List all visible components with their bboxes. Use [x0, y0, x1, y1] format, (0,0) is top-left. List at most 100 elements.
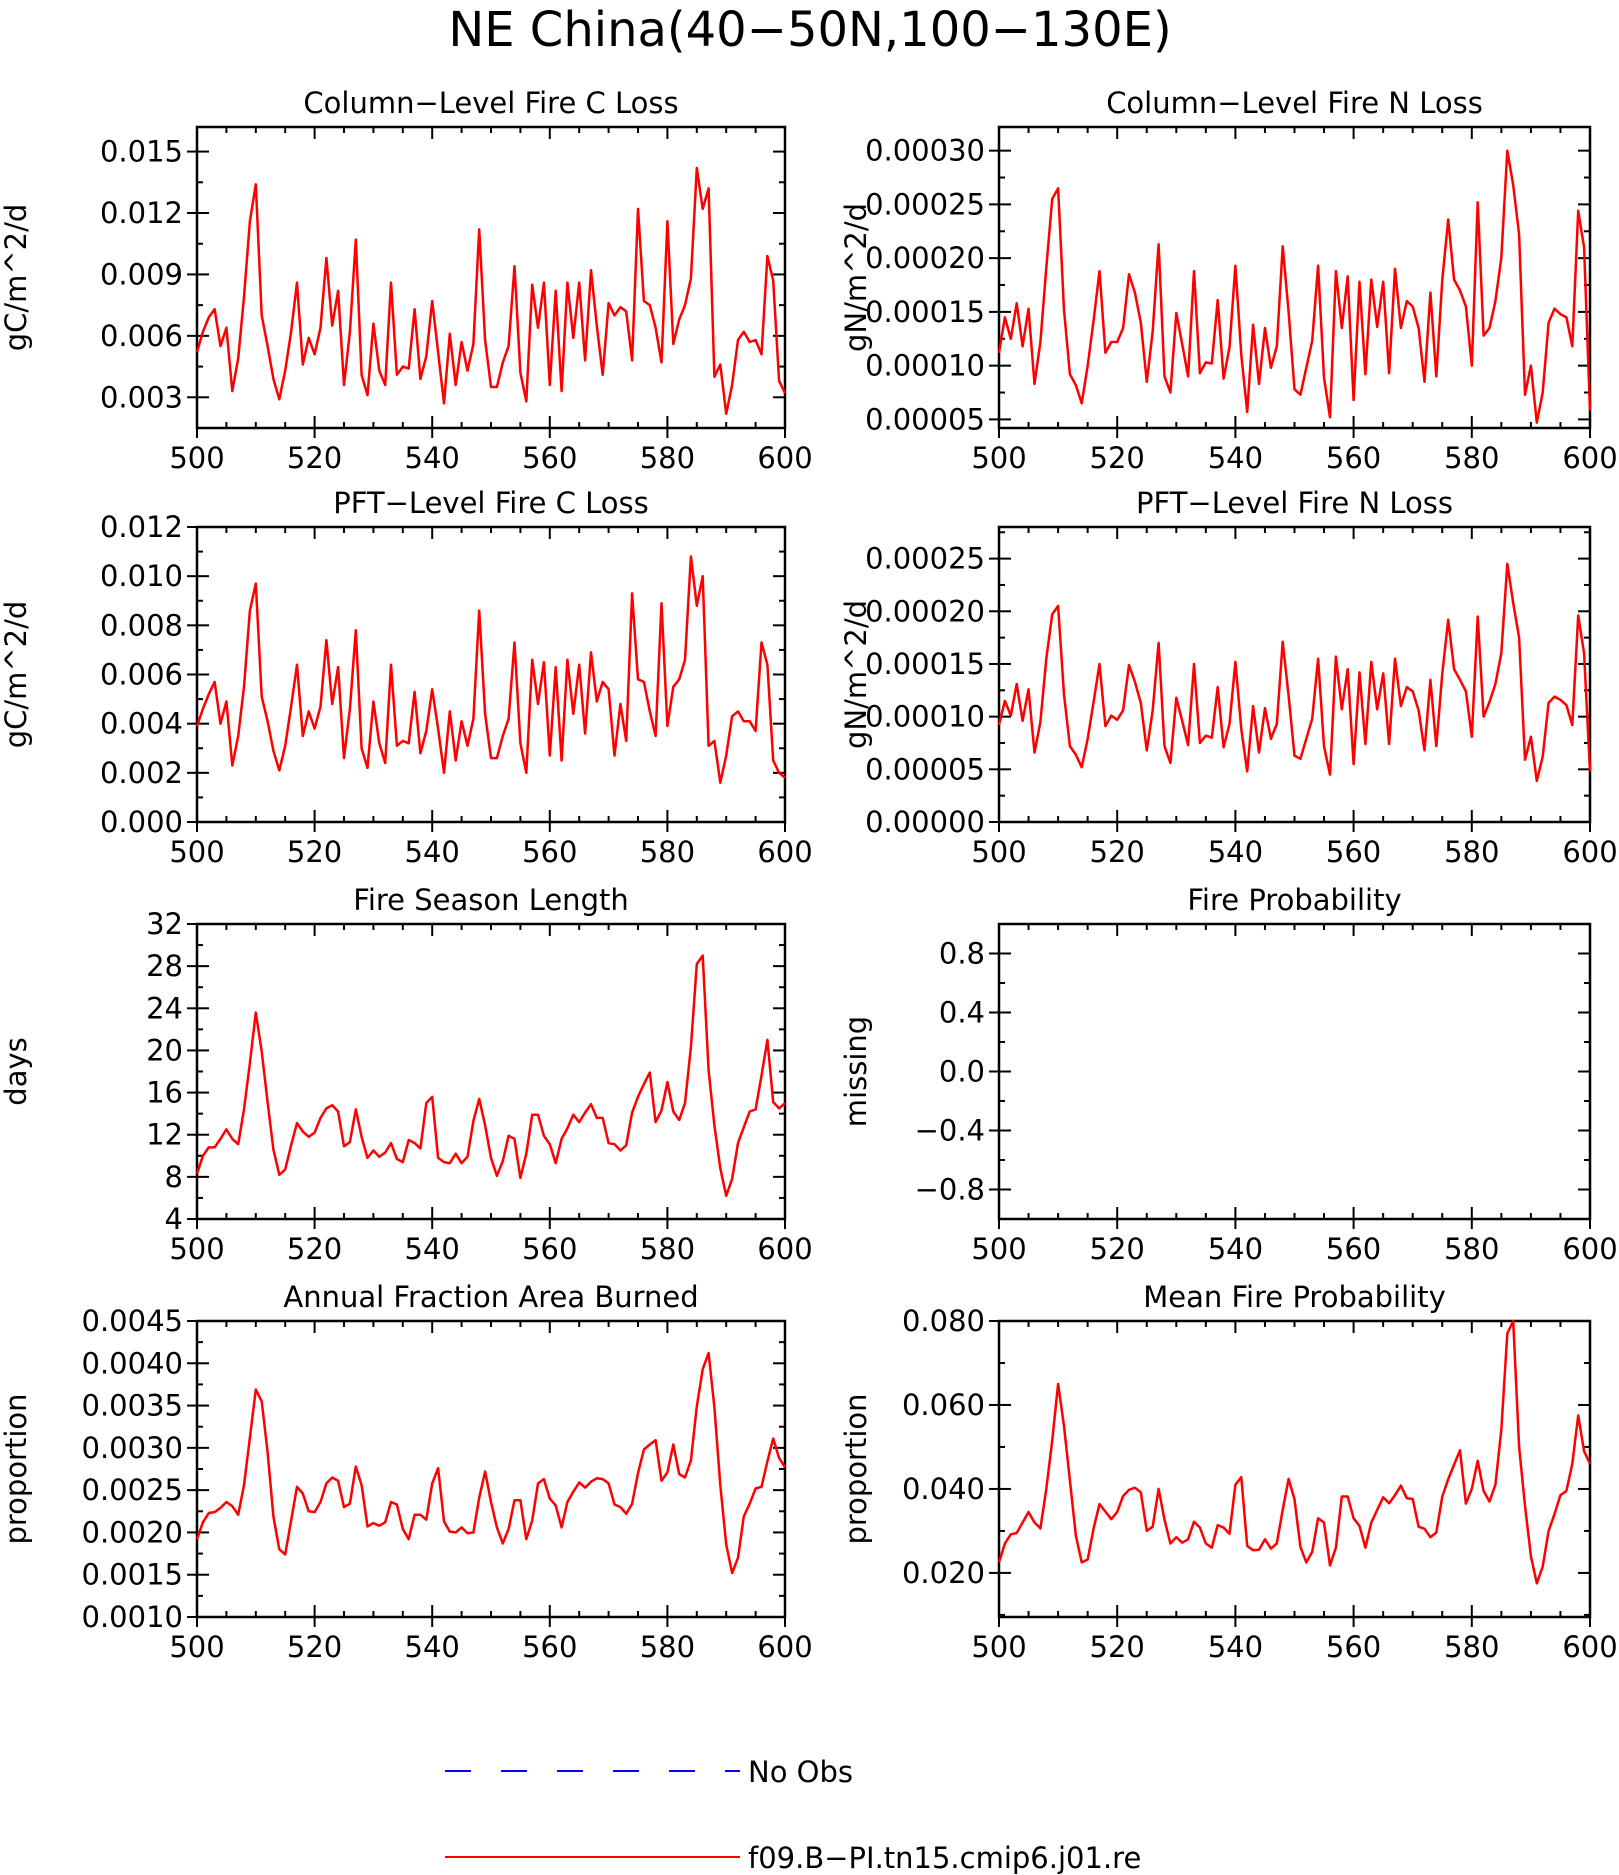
y-tick-label: 0.4: [939, 996, 985, 1030]
y-tick-label: 0.006: [100, 319, 183, 353]
y-tick-label: 0.0010: [82, 1600, 183, 1634]
x-tick-label: 560: [522, 1232, 577, 1266]
x-tick-label: 540: [1208, 835, 1263, 869]
panel-fsl: 500 520 540 560 580 600 4 8 12 16 20 24 28 32 Fire Sea…: [0, 883, 813, 1266]
y-tick-label: 0.00020: [865, 594, 985, 628]
y-axis-label: proportion: [839, 1393, 873, 1544]
x-tick-label: 560: [1326, 1630, 1381, 1664]
series-line-model: [997, 149, 1592, 424]
x-tick-label: 500: [169, 441, 224, 475]
series-line-model: [195, 555, 786, 784]
y-tick-label: 0.8: [939, 937, 985, 971]
x-tick-label: 540: [405, 835, 460, 869]
series-line-model: [195, 1351, 787, 1575]
x-tick-label: 500: [169, 1232, 224, 1266]
panel-title: Annual Fraction Area Burned: [283, 1280, 698, 1314]
panel-title: Column−Level Fire N Loss: [1106, 86, 1483, 120]
x-tick-label: 520: [1090, 1630, 1145, 1664]
legend: No Obs f09.B−PI.tn15.cmip6.j01.re: [445, 1755, 1141, 1875]
x-tick-label: 600: [757, 441, 812, 475]
panel-title: PFT−Level Fire N Loss: [1136, 486, 1453, 520]
plot-frame: [195, 525, 787, 824]
panel-pft-n: 500 520 540 560 580 600 0.00000 0.00005 0.00010 0…: [839, 486, 1618, 869]
y-tick-label: 0.00010: [865, 700, 985, 734]
x-tick-label: 500: [971, 835, 1026, 869]
y-tick-label: 0.0040: [82, 1346, 183, 1380]
y-axis-label: days: [0, 1037, 33, 1105]
y-tick-label: 12: [146, 1118, 183, 1152]
panel-afab: 500 520 540 560 580 600 0.0010 0.0015 0.0020 0.00…: [0, 1280, 813, 1664]
y-tick-label: 0.00010: [865, 349, 985, 383]
y-tick-label: 0.00005: [865, 402, 985, 436]
x-tick-label: 540: [405, 1232, 460, 1266]
x-tick-label: 520: [287, 441, 342, 475]
page-title: NE China(40−50N,100−130E): [448, 2, 1171, 58]
plot-frame: [997, 525, 1592, 824]
y-tick-label: 0.0020: [82, 1515, 183, 1549]
x-tick-label: 500: [971, 1630, 1026, 1664]
x-tick-label: 580: [1444, 1630, 1499, 1664]
panel-title: Mean Fire Probability: [1143, 1280, 1446, 1314]
plot-frame: [997, 1319, 1592, 1619]
y-axis-label: gC/m^2/d: [0, 601, 33, 749]
panel-col-n: 500 520 540 560 580 600 0.00005 0.00010 0.00015 0…: [839, 86, 1618, 475]
x-tick-label: 580: [1444, 835, 1499, 869]
y-tick-label: 0.0025: [82, 1473, 183, 1507]
y-tick-label: 0.00025: [865, 542, 985, 576]
x-tick-label: 540: [1208, 1630, 1263, 1664]
x-tick-label: 580: [640, 1630, 695, 1664]
y-tick-label: 0.000: [100, 805, 183, 839]
y-tick-label: 0.00000: [865, 805, 985, 839]
plot-frame: [997, 922, 1592, 1221]
x-tick-label: 560: [522, 1630, 577, 1664]
x-tick-label: 600: [757, 835, 812, 869]
y-tick-label: 0.040: [902, 1472, 985, 1506]
legend-label-model: f09.B−PI.tn15.cmip6.j01.re: [748, 1841, 1141, 1875]
y-tick-label: 0.002: [100, 756, 183, 790]
y-tick-label: 0.00025: [865, 187, 985, 221]
x-tick-label: 520: [287, 1232, 342, 1266]
x-tick-label: 600: [757, 1630, 812, 1664]
y-tick-label: 0.00020: [865, 241, 985, 275]
y-tick-label: 28: [146, 949, 183, 983]
y-tick-label: 0.0035: [82, 1389, 183, 1423]
y-tick-label: 8: [165, 1160, 183, 1194]
y-tick-label: 20: [146, 1033, 183, 1067]
y-tick-label: 0.003: [100, 380, 183, 414]
y-tick-label: 0.080: [902, 1304, 985, 1338]
y-tick-label: 16: [146, 1076, 183, 1110]
x-tick-label: 540: [1208, 441, 1263, 475]
y-tick-label: 0.004: [100, 707, 183, 741]
y-tick-label: 4: [165, 1202, 183, 1236]
x-tick-label: 560: [1326, 835, 1381, 869]
plot-frame: [195, 1319, 787, 1619]
y-tick-label: −0.8: [915, 1173, 985, 1207]
chart-panels: 500 520 540 560 580 6000.0030.0060.0090.0120.…: [0, 86, 1618, 1664]
x-tick-label: 520: [287, 835, 342, 869]
y-tick-label: 0.015: [100, 135, 183, 169]
series-line-model: [997, 1319, 1592, 1585]
x-tick-label: 560: [522, 441, 577, 475]
x-tick-label: 500: [971, 441, 1026, 475]
panel-fp: 500 520 540 560 580 600 −0.8 −0.4 0.0 0.4 0.8 Fire …: [839, 883, 1618, 1266]
x-tick-label: 600: [1562, 1232, 1617, 1266]
x-tick-label: 600: [1562, 441, 1617, 475]
x-tick-label: 560: [1326, 441, 1381, 475]
y-tick-label: 0.012: [100, 510, 183, 544]
y-tick-label: 24: [146, 991, 183, 1025]
x-tick-label: 580: [640, 1232, 695, 1266]
panel-title: Fire Season Length: [353, 883, 628, 917]
y-axis-label: missing: [839, 1016, 873, 1127]
panel-pft-c: 500 520 540 560 580 600 0.000 0.002 0.004 0.006 0.…: [0, 486, 813, 869]
y-tick-label: 0.00005: [865, 752, 985, 786]
x-tick-label: 540: [405, 441, 460, 475]
x-tick-label: 520: [1090, 835, 1145, 869]
y-tick-label: 0.0030: [82, 1431, 183, 1465]
y-tick-label: 0.012: [100, 196, 183, 230]
x-tick-label: 540: [1208, 1232, 1263, 1266]
y-tick-label: 0.00015: [865, 647, 985, 681]
y-tick-label: −0.4: [915, 1114, 985, 1148]
legend-label-obs: No Obs: [748, 1755, 853, 1789]
y-axis-label: gN/m^2/d: [839, 203, 873, 352]
